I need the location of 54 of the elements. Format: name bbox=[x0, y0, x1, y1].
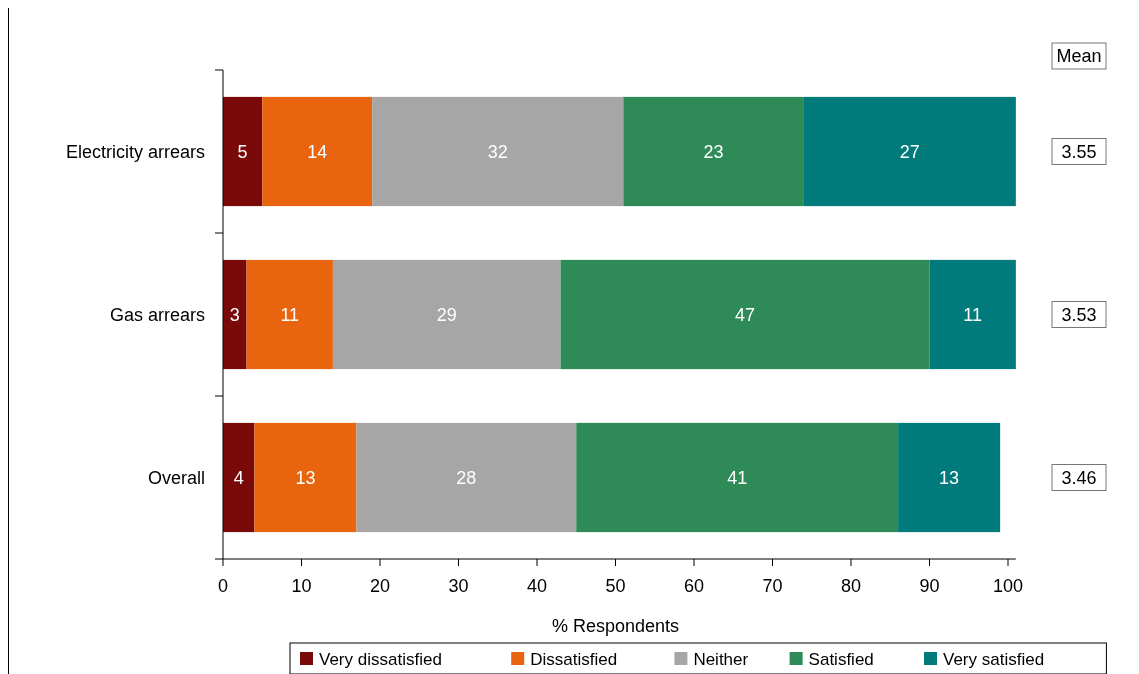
x-tick-label: 20 bbox=[369, 576, 391, 596]
x-tick-label: 80 bbox=[840, 576, 862, 596]
data-label: 32 bbox=[487, 141, 508, 162]
bar bbox=[356, 422, 577, 533]
data-label: 13 bbox=[295, 467, 316, 488]
x-tick-label: 60 bbox=[683, 576, 705, 596]
data-label: 23 bbox=[703, 141, 724, 162]
text: 3.46 bbox=[1061, 467, 1097, 488]
bar bbox=[576, 422, 899, 533]
data-label: 29 bbox=[436, 304, 457, 325]
y-tick-label: Gas arrears bbox=[109, 304, 205, 325]
data-label: 5 bbox=[237, 141, 248, 162]
bar bbox=[898, 422, 1001, 533]
bar bbox=[223, 259, 247, 370]
legend-label: Very dissatisfied bbox=[319, 649, 442, 669]
bar bbox=[332, 259, 561, 370]
x-tick-label: 100 bbox=[992, 576, 1024, 596]
bar bbox=[223, 422, 255, 533]
x-tick-label: 10 bbox=[291, 576, 312, 596]
bar bbox=[246, 259, 333, 370]
legend-label: Dissatisfied bbox=[530, 649, 618, 669]
bar bbox=[262, 96, 373, 207]
data-label: 41 bbox=[727, 467, 748, 488]
data-label: 11 bbox=[963, 304, 983, 325]
text: 3.55 bbox=[1061, 141, 1097, 162]
x-axis-title: % Respondents bbox=[551, 616, 680, 636]
legend-label: Very satisfied bbox=[943, 649, 1045, 669]
bar bbox=[803, 96, 1016, 207]
data-label: 11 bbox=[280, 304, 300, 325]
x-tick-label: 0 bbox=[217, 576, 229, 596]
x-tick-label: 30 bbox=[448, 576, 469, 596]
bar bbox=[560, 259, 930, 370]
x-tick-label: 50 bbox=[605, 576, 626, 596]
data-label: 4 bbox=[233, 467, 244, 488]
data-label: 13 bbox=[939, 467, 960, 488]
legend-label: Satisfied bbox=[808, 649, 874, 669]
y-tick-label: Electricity arrears bbox=[65, 141, 205, 162]
text: Mean bbox=[1056, 46, 1102, 67]
data-label: 3 bbox=[229, 304, 240, 325]
bar bbox=[254, 422, 357, 533]
x-tick-label: 90 bbox=[919, 576, 940, 596]
bar bbox=[223, 96, 263, 207]
y-tick-label: Overall bbox=[147, 467, 205, 488]
bar bbox=[372, 96, 624, 207]
legend-label: Neither bbox=[693, 649, 749, 669]
data-label: 28 bbox=[456, 467, 477, 488]
bar bbox=[929, 259, 1016, 370]
bar bbox=[623, 96, 804, 207]
x-tick-label: 40 bbox=[526, 576, 548, 596]
data-label: 27 bbox=[899, 141, 920, 162]
text: 3.53 bbox=[1061, 304, 1097, 325]
x-tick-label: 70 bbox=[762, 576, 783, 596]
data-label: 47 bbox=[735, 304, 756, 325]
data-label: 14 bbox=[307, 141, 328, 162]
